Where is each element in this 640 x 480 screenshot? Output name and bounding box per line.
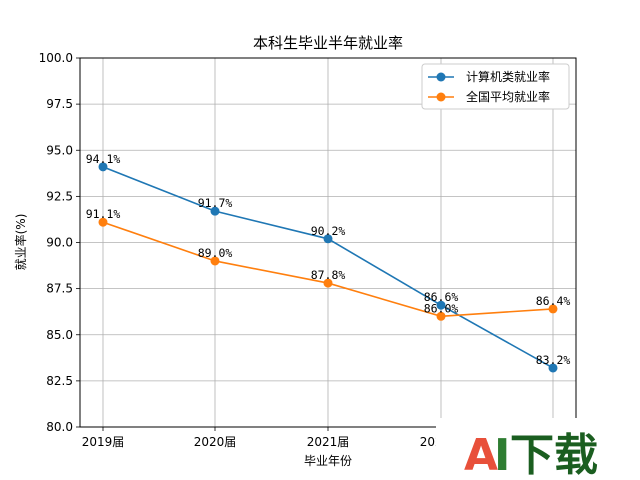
y-tick-label: 87.5 <box>46 282 73 296</box>
y-tick-label: 100.0 <box>39 51 73 65</box>
watermark-letter-a: A <box>464 430 498 480</box>
data-labels: 94.1% 91.7% 90.2% 86.6% 83.2% 91.1% 89.0% 87.8%… <box>86 152 571 367</box>
data-point <box>98 162 108 172</box>
y-tick-label: 90.0 <box>46 236 73 250</box>
data-point <box>210 256 220 266</box>
watermark-letter-i: I <box>494 430 510 480</box>
legend: 计算机类就业率 全国平均就业率 <box>421 63 570 110</box>
y-tick-label: 80.0 <box>46 420 73 434</box>
data-label: 83.2% <box>536 353 571 367</box>
watermark-logo: A I 下载 <box>436 418 640 480</box>
x-tick-label: 2021届 <box>307 435 350 449</box>
data-point <box>210 206 220 216</box>
data-point <box>548 363 558 373</box>
data-point <box>436 311 446 321</box>
data-label: 89.0% <box>198 246 233 260</box>
data-label: 91.7% <box>198 196 233 210</box>
x-tick-label: 2020届 <box>194 435 237 449</box>
data-label: 86.4% <box>536 294 571 308</box>
legend-label-computer: 计算机类就业率 <box>466 69 550 84</box>
legend-marker-computer <box>436 72 446 82</box>
legend-marker-national <box>436 92 446 102</box>
data-label: 86.6% <box>424 290 459 304</box>
data-point <box>548 304 558 314</box>
legend-label-national: 全国平均就业率 <box>466 89 550 104</box>
y-tick-label: 97.5 <box>46 97 73 111</box>
legend-box <box>421 63 570 110</box>
x-tick-label: 2019届 <box>82 435 125 449</box>
data-point <box>436 300 446 310</box>
data-label: 90.2% <box>311 224 346 238</box>
watermark-chinese: 下载 <box>510 430 598 480</box>
y-axis-label: 就业率(%) <box>13 214 28 271</box>
y-tick-label: 82.5 <box>46 374 73 388</box>
data-label: 94.1% <box>86 152 121 166</box>
data-point <box>323 278 333 288</box>
x-axis-label: 毕业年份 <box>304 454 352 468</box>
data-label: 91.1% <box>86 207 121 221</box>
data-point <box>98 217 108 227</box>
data-label: 87.8% <box>311 268 346 282</box>
data-point <box>323 234 333 244</box>
chart-title: 本科生毕业半年就业率 <box>253 34 403 52</box>
y-axis: 80.0 82.5 85.0 87.5 90.0 92.5 95.0 97.5 100.0 <box>39 51 80 434</box>
watermark-backdrop <box>436 418 640 480</box>
y-tick-label: 85.0 <box>46 328 73 342</box>
y-tick-label: 92.5 <box>46 189 73 203</box>
series-group <box>98 162 558 373</box>
y-tick-label: 95.0 <box>46 143 73 157</box>
data-label: 86.0% <box>424 301 459 315</box>
